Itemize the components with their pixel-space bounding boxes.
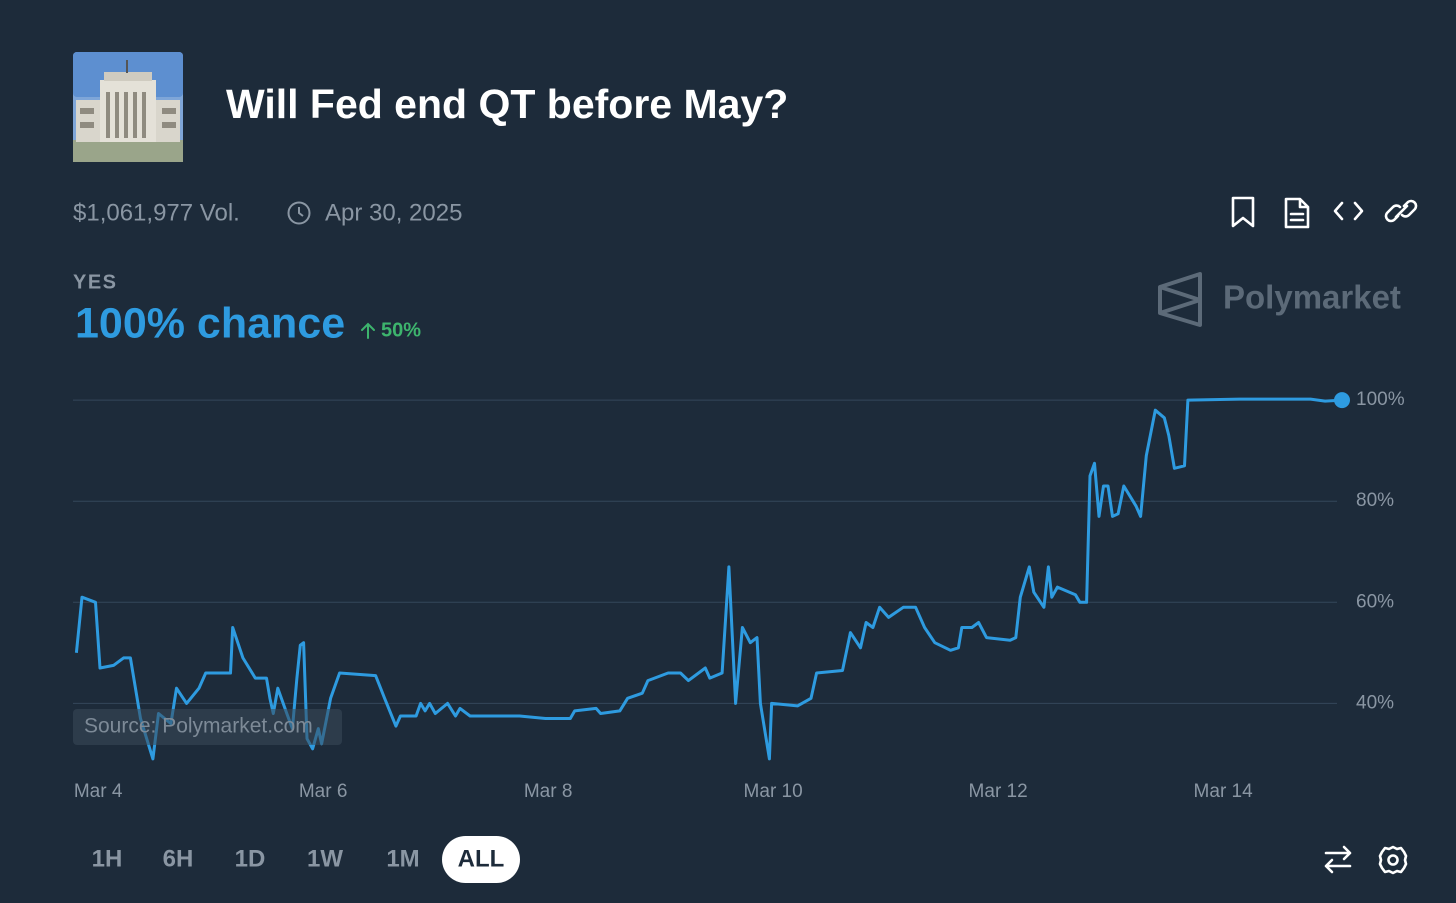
- settings-button[interactable]: [1375, 842, 1411, 878]
- annotation-box: [73, 709, 342, 745]
- current-point: [1334, 392, 1350, 409]
- x-tick-label: Mar 6: [299, 781, 348, 802]
- change-arrow: [361, 322, 375, 339]
- copy-link-button[interactable]: [1384, 195, 1418, 231]
- outcome-label: YES: [73, 271, 118, 293]
- document-button[interactable]: [1279, 195, 1313, 231]
- y-tick-label: 80%: [1356, 490, 1394, 511]
- brand: Polymarket: [1223, 279, 1401, 316]
- x-tick-label: Mar 14: [1194, 781, 1254, 802]
- y-tick-label: 40%: [1356, 692, 1394, 713]
- bookmark-button[interactable]: [1226, 195, 1260, 231]
- market-title: Will Fed end QT before May?: [226, 81, 788, 127]
- time-range-button[interactable]: 1M: [386, 845, 419, 872]
- y-tick-label: 100%: [1356, 389, 1405, 410]
- time-range-button[interactable]: 6H: [163, 845, 194, 872]
- x-tick-label: Mar 8: [524, 781, 573, 802]
- x-tick-label: Mar 12: [969, 781, 1028, 802]
- chance: 100% chance: [75, 299, 345, 347]
- time-range-label: 1H: [92, 845, 123, 872]
- price-line: [74, 397, 1343, 761]
- time-range-selector: 1H 6H 1D 1W 1M ALL: [92, 836, 520, 883]
- end-date: Apr 30, 2025: [325, 199, 462, 226]
- time-range-button[interactable]: ALL: [442, 836, 520, 883]
- time-range-label: 1M: [386, 845, 419, 872]
- time-range-label: 6H: [163, 845, 194, 872]
- time-range-button[interactable]: 1W: [307, 845, 343, 872]
- volume: $1,061,977 Vol.: [73, 199, 240, 226]
- x-tick-label: Mar 4: [74, 781, 123, 802]
- time-range-label: ALL: [458, 845, 505, 872]
- annotation: Source: Polymarket.com: [84, 715, 313, 738]
- change: 50%: [381, 319, 421, 341]
- time-range-label: 1W: [307, 845, 343, 872]
- time-range-button[interactable]: 1D: [235, 845, 266, 872]
- swap-button[interactable]: [1320, 842, 1356, 878]
- selected-pill: [442, 836, 520, 883]
- clock-icon: [287, 201, 311, 225]
- market-image: [73, 52, 183, 162]
- time-range-label: 1D: [235, 845, 266, 872]
- time-range-button[interactable]: 1H: [92, 845, 123, 872]
- y-tick-label: 60%: [1356, 591, 1394, 612]
- x-tick-label: Mar 10: [744, 781, 803, 802]
- plot: 40% 60% 80% 100% Mar 4 Mar 6 Mar 8 Mar 10 Mar 12…: [73, 389, 1405, 802]
- brand-logo: [1158, 272, 1202, 327]
- embed-button[interactable]: [1331, 195, 1365, 231]
